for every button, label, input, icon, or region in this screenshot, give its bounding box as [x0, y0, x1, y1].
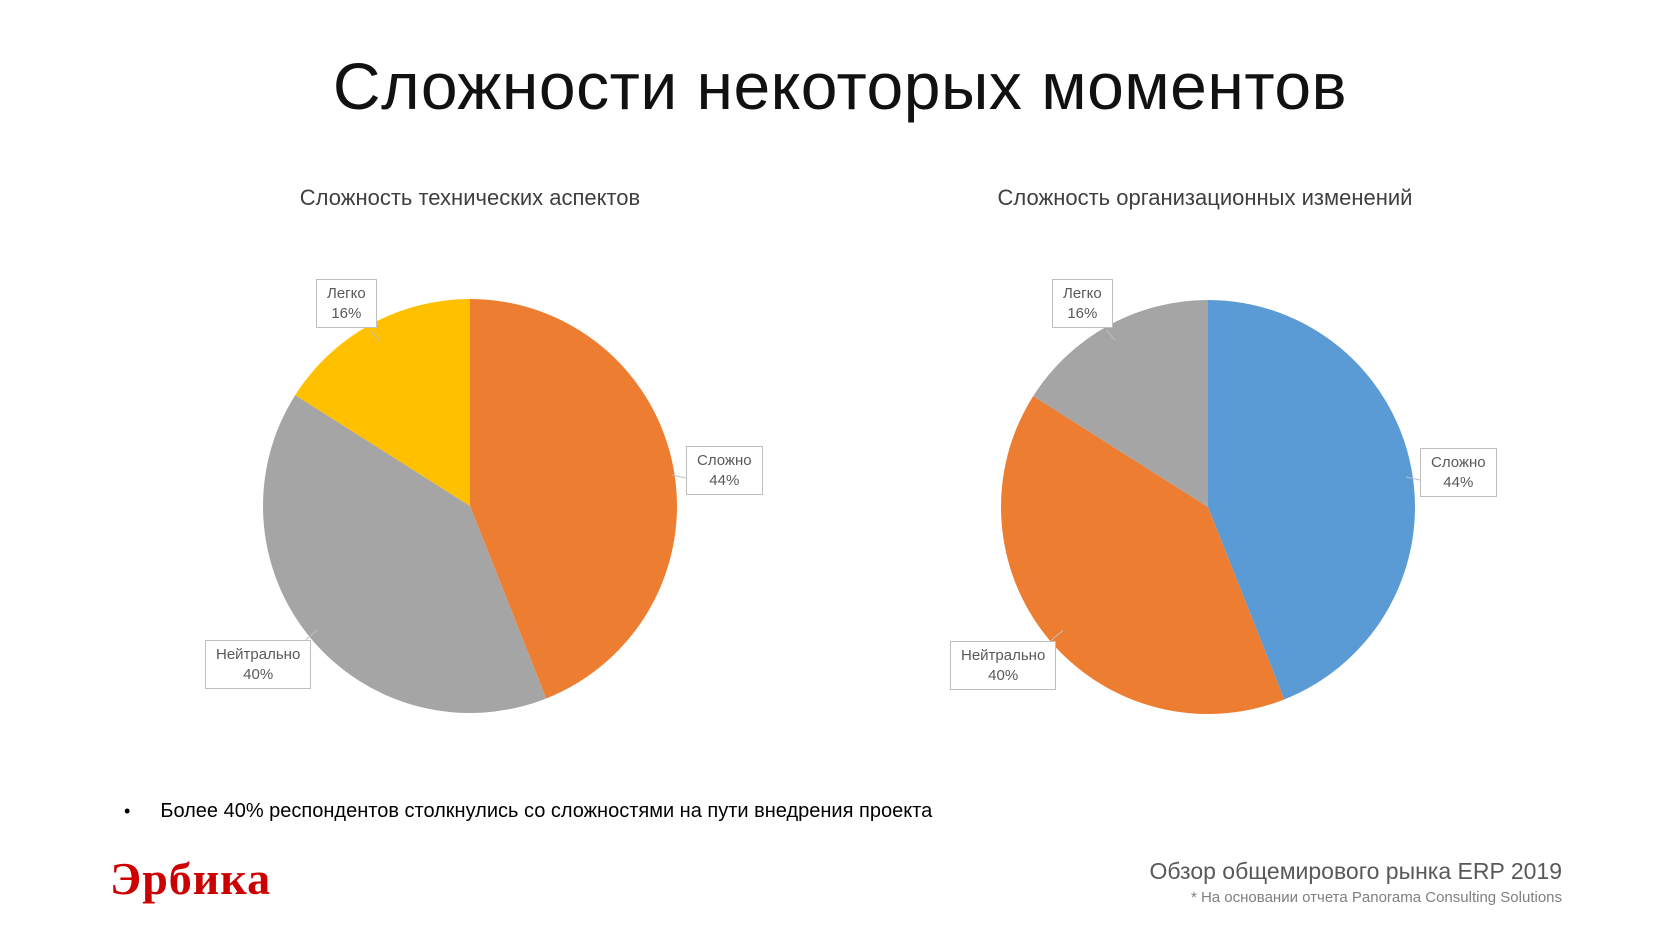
bullet-item: • Более 40% респондентов столкнулись со …	[124, 800, 932, 823]
callout-value: 40%	[243, 665, 274, 683]
callout-easy-technical: Легко 16%	[316, 279, 377, 328]
chart-title-organizational: Сложность организационных изменений	[997, 185, 1413, 210]
source-title: Обзор общемирового рынка ERP 2019	[1149, 858, 1562, 884]
source-block: Обзор общемирового рынка ERP 2019 * На о…	[1149, 858, 1562, 906]
bullet-text: Более 40% респондентов столкнулись со сл…	[160, 800, 933, 822]
callout-value: 16%	[1067, 304, 1098, 322]
pie-slice-0	[470, 299, 677, 699]
callout-value: 40%	[988, 666, 1019, 684]
callout-neutral-technical: Нейтрально 40%	[205, 640, 312, 689]
page-title: Сложности некоторых моментов	[332, 49, 1348, 123]
callout-value: 16%	[331, 304, 362, 322]
pie-slice-1	[262, 395, 547, 713]
callout-neutral-organizational: Нейтрально 40%	[950, 641, 1057, 690]
pie-slice-0	[1208, 300, 1415, 700]
bullet-icon: •	[124, 801, 131, 821]
callout-hard-organizational: Сложно 44%	[1420, 448, 1497, 497]
callout-label: Легко	[327, 285, 366, 302]
chart-title-technical: Сложность технических аспектов	[299, 185, 641, 210]
callout-value: 44%	[709, 471, 740, 489]
callout-easy-organizational: Легко 16%	[1052, 279, 1113, 328]
source-note: * На основании отчета Panorama Consultin…	[1190, 889, 1562, 906]
pie-slice-1	[1000, 396, 1285, 714]
callout-value: 44%	[1443, 473, 1474, 491]
callout-label: Легко	[1063, 285, 1102, 302]
pie-slice-2	[1033, 300, 1208, 507]
company-logo: Эрбика	[110, 853, 272, 904]
callout-label: Сложно	[1431, 454, 1486, 471]
callout-label: Сложно	[697, 452, 752, 469]
pie-chart-technical	[262, 299, 677, 713]
callout-label: Нейтрально	[961, 647, 1046, 664]
pie-slice-2	[295, 299, 470, 506]
callout-hard-technical: Сложно 44%	[686, 446, 763, 495]
pie-chart-organizational	[1000, 300, 1415, 714]
callout-label: Нейтрально	[216, 646, 301, 663]
